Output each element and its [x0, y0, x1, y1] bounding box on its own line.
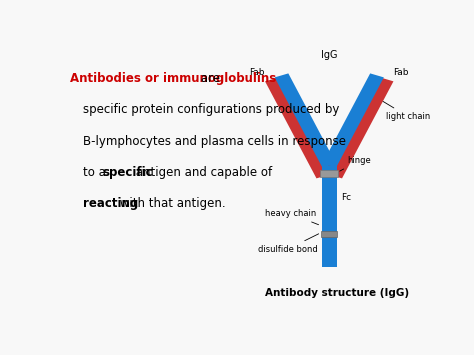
Text: hinge: hinge — [340, 156, 371, 171]
Polygon shape — [274, 73, 336, 168]
Bar — [320, 170, 338, 178]
Text: are: are — [197, 72, 220, 84]
Text: heavy chain: heavy chain — [265, 209, 319, 225]
Text: disulfide bond: disulfide bond — [258, 234, 319, 254]
Text: light chain: light chain — [383, 102, 430, 121]
Text: Antibody structure (IgG): Antibody structure (IgG) — [264, 288, 409, 298]
Text: specific protein configurations produced by: specific protein configurations produced… — [83, 103, 339, 116]
Text: with that antigen.: with that antigen. — [116, 197, 226, 211]
Text: Fab: Fab — [249, 68, 265, 77]
Text: IgG: IgG — [321, 50, 337, 60]
Text: Fc: Fc — [341, 192, 351, 202]
Polygon shape — [320, 75, 393, 178]
FancyBboxPatch shape — [55, 40, 430, 319]
Text: antigen and capable of: antigen and capable of — [132, 166, 272, 179]
Text: reacting: reacting — [83, 197, 138, 211]
Polygon shape — [322, 165, 337, 267]
Text: B-lymphocytes and plasma cells in response: B-lymphocytes and plasma cells in respon… — [83, 135, 346, 148]
Polygon shape — [322, 73, 384, 168]
Polygon shape — [265, 75, 338, 178]
Text: specific: specific — [102, 166, 153, 179]
Text: Antibodies or immunoglobulins: Antibodies or immunoglobulins — [70, 72, 276, 84]
Text: to a: to a — [83, 166, 110, 179]
Bar — [321, 231, 337, 237]
Text: Fab: Fab — [393, 68, 409, 77]
